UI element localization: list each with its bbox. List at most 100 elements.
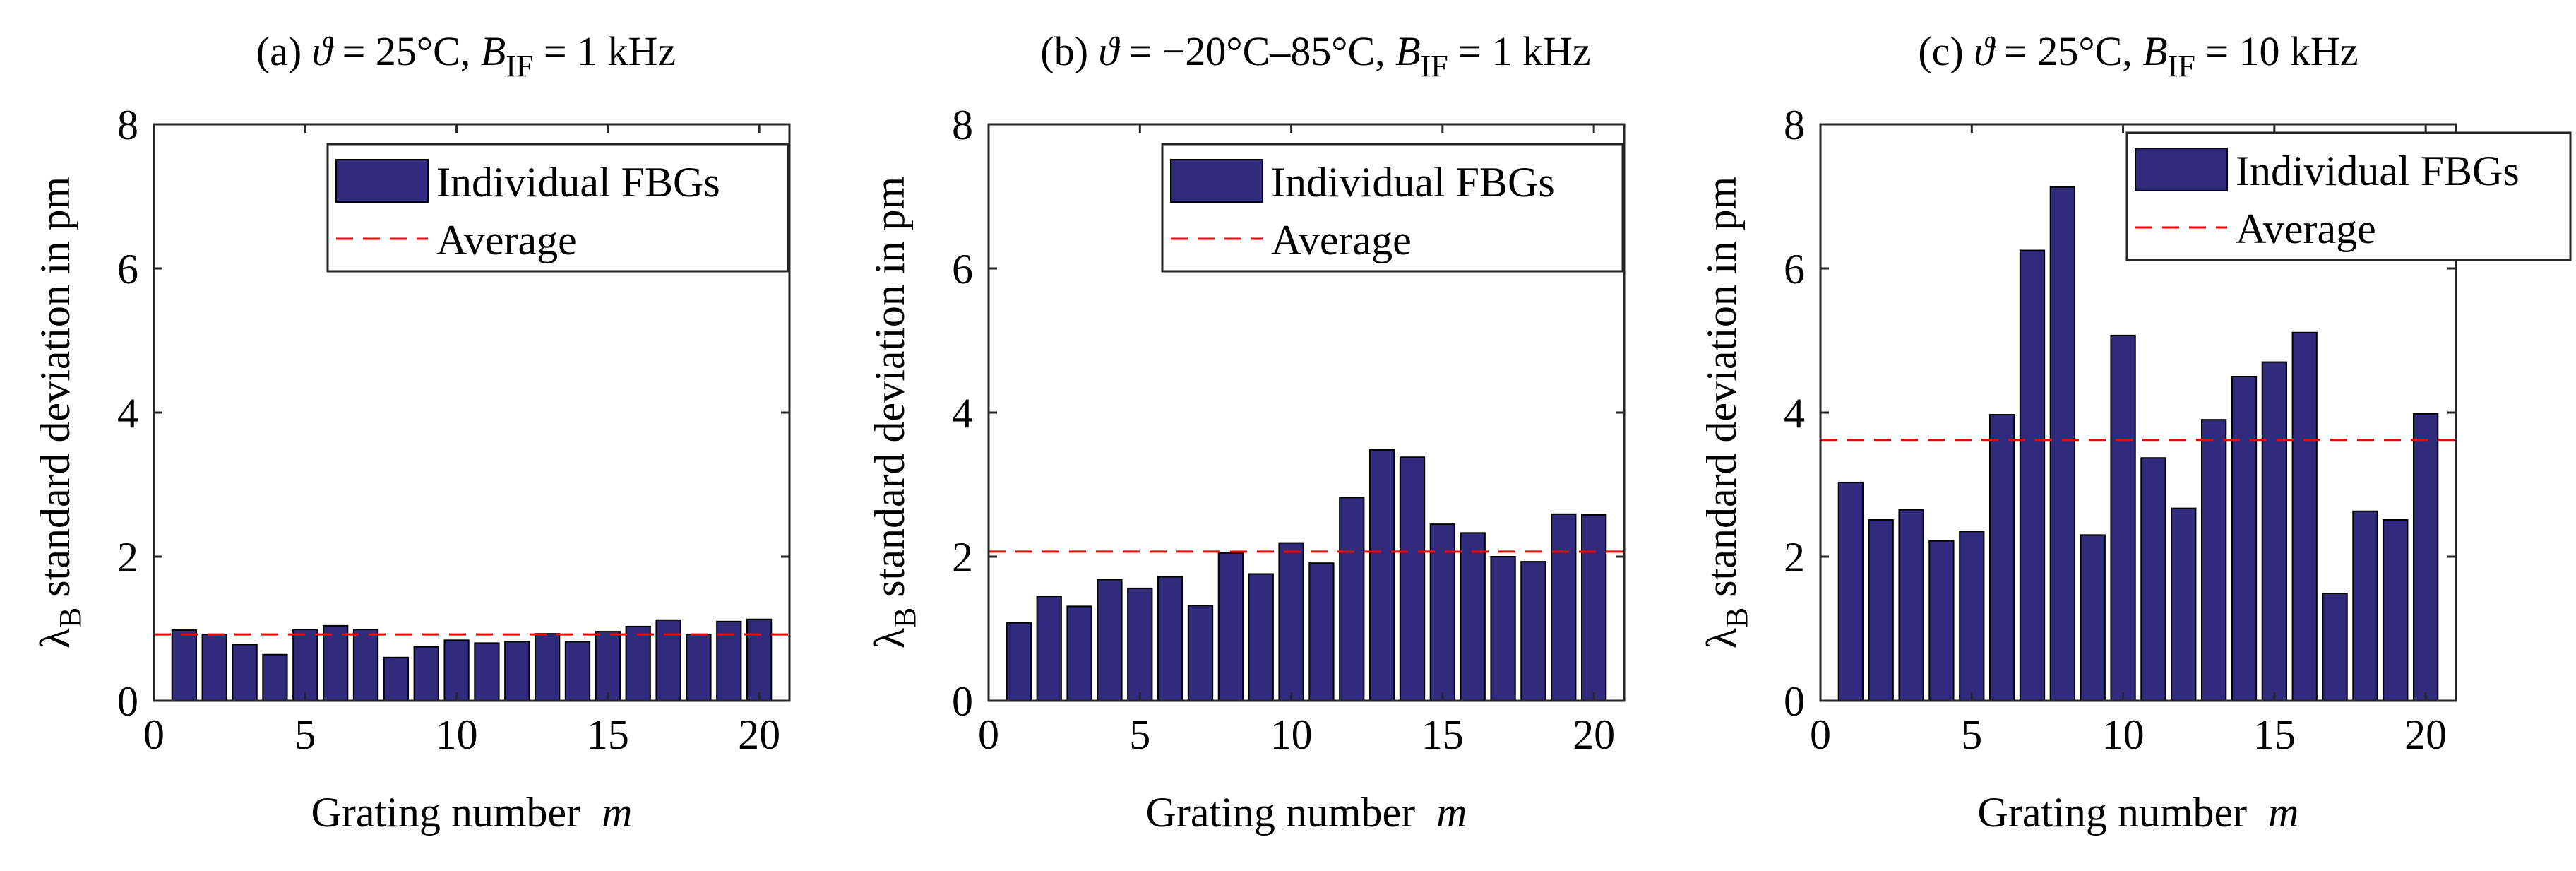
bar-grating-8	[1217, 552, 1244, 702]
x-tick-label: 15	[1421, 711, 1464, 758]
bar-grating-20	[746, 618, 773, 701]
bar-grating-9	[413, 646, 439, 701]
bar-grating-9	[1248, 573, 1274, 701]
bar-grating-17	[655, 619, 681, 702]
x-tick-label: 20	[1573, 711, 1615, 758]
y-axis-label-subscript: B	[888, 608, 922, 628]
bar-grating-4	[262, 653, 288, 701]
y-tick-label: 6	[1784, 246, 1805, 292]
legend-bar-swatch	[2135, 148, 2228, 191]
bar-grating-16	[625, 625, 651, 701]
bar-grating-2	[1036, 596, 1062, 701]
y-axis-label: λB standard deviation in pm	[1698, 177, 1754, 648]
bar-grating-15	[595, 631, 621, 702]
legend-average-label: Average	[2236, 206, 2376, 252]
bar-grating-17	[1490, 556, 1516, 701]
title-subscript: IF	[506, 49, 533, 83]
panel-title: (a) ϑ = 25°C, BIF = 1 kHz	[256, 28, 676, 83]
x-tick-label: 0	[1810, 711, 1831, 758]
x-axis-label-space	[580, 789, 602, 836]
x-axis-label-var: m	[1436, 789, 1467, 836]
legend-bar-label: Individual FBGs	[2236, 148, 2520, 194]
y-tick-label: 6	[117, 246, 138, 292]
bar-grating-6	[1157, 576, 1183, 701]
bar-grating-13	[2201, 419, 2227, 701]
bar-grating-7	[2019, 249, 2046, 701]
y-tick-label: 2	[117, 534, 138, 581]
bar-grating-20	[2413, 413, 2439, 701]
title-symbol: ϑ	[1099, 28, 1121, 74]
y-tick-label: 8	[1784, 102, 1805, 148]
x-tick-label: 10	[1270, 711, 1313, 758]
y-axis-label: λB standard deviation in pm	[32, 177, 88, 648]
legend-bar-label: Individual FBGs	[436, 159, 720, 206]
title-suffix: = 1 kHz	[533, 28, 676, 74]
bar-grating-14	[2231, 376, 2258, 701]
x-tick-label: 5	[1961, 711, 1982, 758]
x-tick-label: 10	[436, 711, 478, 758]
y-tick-label: 8	[952, 102, 973, 148]
y-axis-label-text: standard deviation in pm	[32, 177, 78, 597]
bar-grating-18	[1520, 561, 1546, 702]
x-tick-label: 0	[143, 711, 165, 758]
bar-grating-2	[1868, 519, 1894, 701]
panel-title: (b) ϑ = −20°C–85°C, BIF = 1 kHz	[1040, 28, 1590, 83]
bar-grating-6	[1989, 414, 2015, 701]
title-b: B	[2142, 28, 2167, 74]
bar-grating-10	[1278, 542, 1304, 701]
bar-grating-16	[2291, 331, 2318, 701]
bar-grating-5	[1959, 531, 1985, 701]
y-tick-label: 4	[1784, 390, 1805, 437]
y-axis-label-subscript: B	[53, 608, 88, 628]
bar-grating-2	[201, 634, 227, 701]
bar-grating-3	[1898, 509, 1924, 701]
bar-grating-10	[2110, 334, 2136, 701]
bar-grating-11	[1308, 562, 1335, 701]
legend-average-label: Average	[436, 217, 577, 263]
bar-grating-3	[232, 644, 258, 701]
bar-grating-19	[716, 620, 742, 701]
bar-grating-11	[474, 642, 500, 702]
x-axis-label: Grating number m	[1146, 789, 1467, 836]
y-tick-label: 2	[952, 534, 973, 581]
bar-grating-10	[443, 639, 470, 702]
y-tick-label: 0	[117, 678, 138, 725]
y-axis-label-space	[866, 597, 913, 608]
bar-grating-13	[1369, 449, 1395, 701]
bar-grating-1	[1006, 622, 1032, 702]
legend-average-label: Average	[1271, 217, 1412, 263]
title-suffix: = 10 kHz	[2195, 28, 2359, 74]
title-subscript: IF	[2168, 49, 2195, 83]
title-middle: = −20°C–85°C,	[1119, 28, 1395, 74]
x-tick-label: 15	[587, 711, 629, 758]
bar-grating-7	[1187, 605, 1214, 701]
y-tick-label: 6	[952, 246, 973, 292]
bar-grating-12	[504, 641, 530, 701]
bar-grating-19	[2383, 519, 2409, 701]
bar-grating-5	[1127, 587, 1153, 701]
legend-bar-swatch	[1170, 159, 1263, 203]
bar-grating-17	[2322, 593, 2348, 702]
bar-grating-4	[1928, 540, 1955, 701]
x-axis-label-var: m	[602, 789, 632, 836]
bar-grating-15	[2261, 361, 2288, 701]
bar-grating-9	[2080, 534, 2106, 702]
bar-grating-1	[171, 629, 197, 701]
y-tick-label: 8	[117, 102, 138, 148]
y-tick-label: 0	[952, 678, 973, 725]
bar-grating-16	[1460, 532, 1486, 702]
y-tick-label: 2	[1784, 534, 1805, 581]
bar-grating-13	[535, 633, 561, 702]
panel-title: (c) ϑ = 25°C, BIF = 10 kHz	[1918, 28, 2358, 83]
bar-grating-14	[564, 641, 591, 701]
bar-grating-18	[686, 634, 712, 701]
x-axis-label: Grating number m	[1978, 789, 2299, 836]
y-axis-label-text: standard deviation in pm	[866, 177, 913, 597]
legend-bar-label: Individual FBGs	[1271, 159, 1555, 206]
title-b: B	[1395, 28, 1420, 74]
x-tick-label: 5	[1129, 711, 1150, 758]
